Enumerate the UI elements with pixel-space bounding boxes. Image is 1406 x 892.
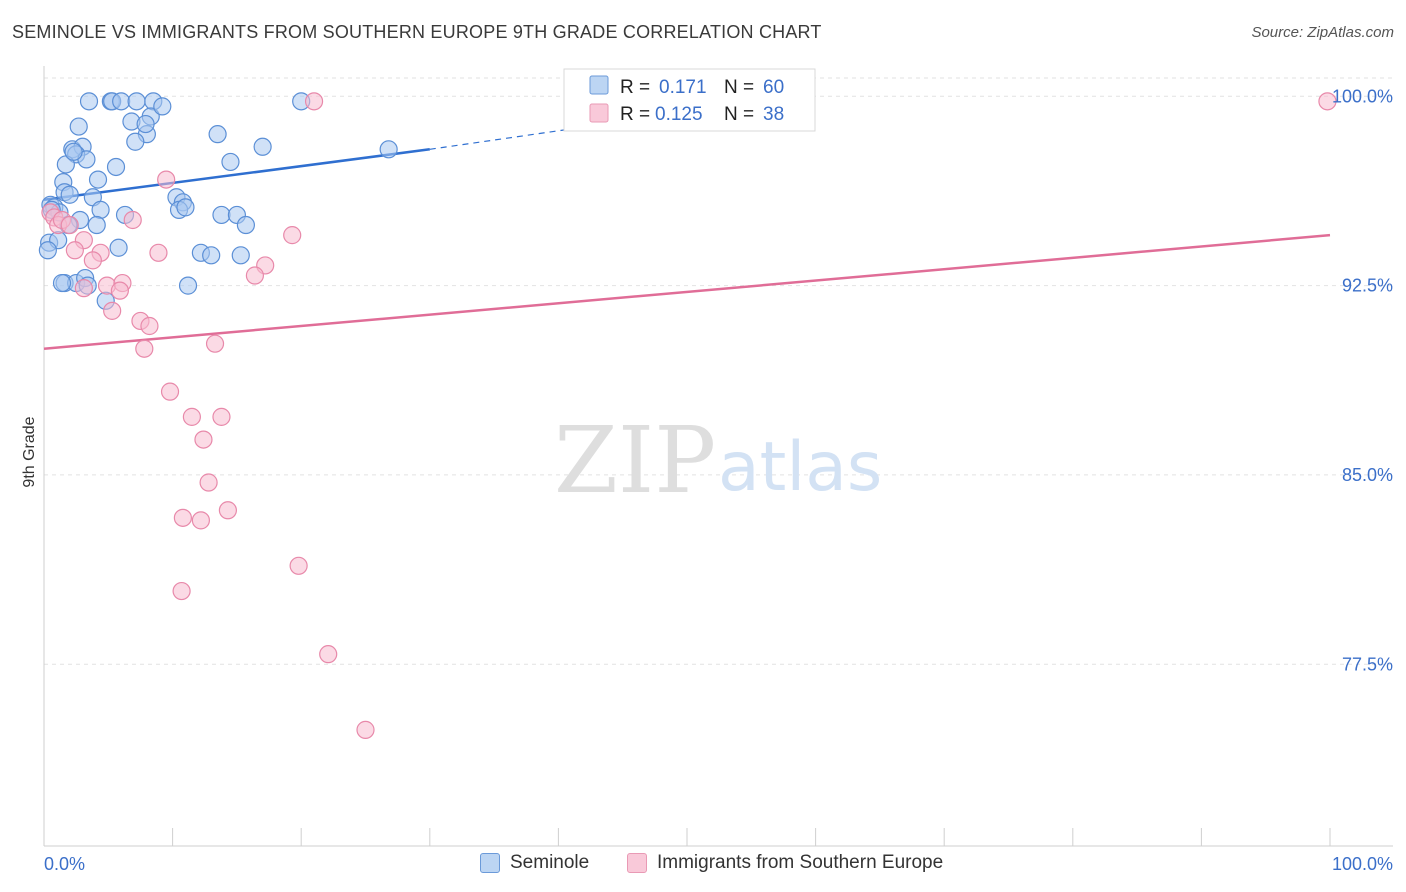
seminole-point bbox=[126, 132, 145, 151]
trend-lines bbox=[43, 120, 1331, 350]
legend-r-label-immigrants: R = bbox=[620, 104, 650, 125]
seminole-point bbox=[176, 198, 195, 217]
legend-swatch-seminole bbox=[589, 75, 609, 95]
x-tick-label-min: 0.0% bbox=[44, 854, 85, 874]
legend-n-value-seminole: 60 bbox=[763, 77, 784, 98]
seminole-point bbox=[106, 157, 126, 177]
immigrants-point bbox=[194, 430, 213, 449]
seminole-trend-line bbox=[43, 148, 430, 202]
immigrants-point bbox=[218, 501, 237, 520]
immigrants-point bbox=[283, 226, 302, 245]
immigrants-point bbox=[83, 251, 102, 270]
seminole-point bbox=[79, 92, 99, 111]
seminole-point bbox=[231, 246, 250, 265]
immigrants-point bbox=[1318, 92, 1337, 111]
seminole-points bbox=[38, 92, 398, 310]
immigrants-point bbox=[65, 241, 84, 260]
seminole-point bbox=[64, 142, 83, 161]
seminole-label: Seminole bbox=[510, 852, 590, 873]
legend-r-value-immigrants: 0.125 bbox=[655, 104, 703, 125]
immigrants-point bbox=[157, 170, 176, 189]
seminole-point bbox=[236, 215, 256, 235]
immigrants-point bbox=[191, 511, 210, 530]
immigrants-point bbox=[319, 645, 338, 664]
immigrants-point bbox=[160, 382, 180, 401]
immigrants-point bbox=[289, 556, 308, 575]
correlation-legend: R = 0.171 N = 60 R = 0.125 N = 38 bbox=[563, 68, 816, 132]
immigrants-point bbox=[199, 473, 218, 492]
series-legend: Seminole Immigrants from Southern Europe bbox=[0, 852, 1406, 878]
y-tick-label: 77.5% bbox=[1342, 654, 1393, 674]
seminole-point bbox=[127, 92, 146, 111]
immigrants-point bbox=[173, 508, 192, 527]
seminole-swatch bbox=[480, 853, 500, 873]
immigrants-point bbox=[212, 407, 231, 426]
seminole-point bbox=[221, 152, 240, 172]
seminole-point bbox=[136, 114, 155, 134]
seminole-point bbox=[153, 97, 172, 116]
seminole-point bbox=[202, 246, 221, 265]
y-tick-label: 100.0% bbox=[1332, 86, 1393, 106]
legend-n-value-immigrants: 38 bbox=[763, 104, 784, 125]
y-tick-labels: 77.5% 85.0% 92.5% 100.0% bbox=[1332, 86, 1393, 674]
immigrants-label: Immigrants from Southern Europe bbox=[657, 852, 944, 873]
grid-lines bbox=[44, 77, 1393, 665]
y-axis-label: 9th Grade bbox=[21, 416, 38, 487]
seminole-point bbox=[208, 125, 227, 144]
immigrants-point bbox=[172, 581, 191, 601]
seminole-point bbox=[60, 185, 79, 204]
seminole-point bbox=[109, 238, 128, 257]
immigrants-point bbox=[135, 339, 154, 358]
immigrants-point bbox=[304, 92, 324, 111]
immigrants-point bbox=[123, 210, 142, 230]
watermark-zip: ZIP bbox=[554, 407, 716, 514]
source-label: Source: ZipAtlas.com bbox=[1251, 24, 1394, 41]
seminole-point bbox=[69, 117, 88, 136]
seminole-point bbox=[112, 92, 131, 111]
immigrants-point bbox=[60, 215, 79, 235]
immigrants-points bbox=[41, 92, 1337, 739]
seminole-point bbox=[178, 276, 198, 295]
immigrants-trend-line bbox=[43, 233, 1331, 350]
legend-r-label-seminole: R = bbox=[620, 77, 650, 98]
seminole-point bbox=[38, 241, 57, 260]
immigrants-point bbox=[74, 279, 93, 298]
immigrants-point bbox=[140, 316, 159, 336]
legend-item-immigrants[interactable]: Immigrants from Southern Europe bbox=[627, 852, 943, 874]
watermark: ZIP atlas bbox=[554, 407, 882, 514]
immigrants-point bbox=[110, 281, 129, 300]
y-tick-label: 92.5% bbox=[1342, 276, 1393, 296]
watermark-atlas: atlas bbox=[718, 428, 882, 507]
axes bbox=[43, 66, 1393, 847]
immigrants-point bbox=[356, 720, 375, 739]
seminole-point bbox=[253, 137, 272, 156]
seminole-point bbox=[91, 200, 110, 219]
immigrants-point bbox=[182, 407, 201, 426]
immigrants-point bbox=[103, 301, 122, 320]
seminole-point bbox=[88, 170, 108, 189]
immigrants-point bbox=[149, 243, 168, 262]
immigrants-point bbox=[245, 266, 265, 285]
legend-n-label-seminole: N = bbox=[724, 77, 754, 98]
immigrants-point bbox=[205, 334, 225, 353]
seminole-point bbox=[87, 215, 106, 235]
legend-n-label-immigrants: N = bbox=[724, 104, 754, 125]
seminole-point bbox=[52, 273, 72, 293]
y-tick-label: 85.0% bbox=[1342, 465, 1393, 485]
seminole-point bbox=[379, 140, 398, 159]
chart-title: SEMINOLE VS IMMIGRANTS FROM SOUTHERN EUR… bbox=[12, 22, 822, 42]
legend-r-value-seminole: 0.171 bbox=[659, 77, 707, 98]
legend-swatch-immigrants bbox=[589, 103, 609, 123]
seminole-point bbox=[212, 205, 231, 225]
immigrants-swatch bbox=[627, 853, 647, 873]
legend-item-seminole[interactable]: Seminole bbox=[480, 852, 589, 874]
x-tick-label-max: 100.0% bbox=[1332, 854, 1393, 874]
